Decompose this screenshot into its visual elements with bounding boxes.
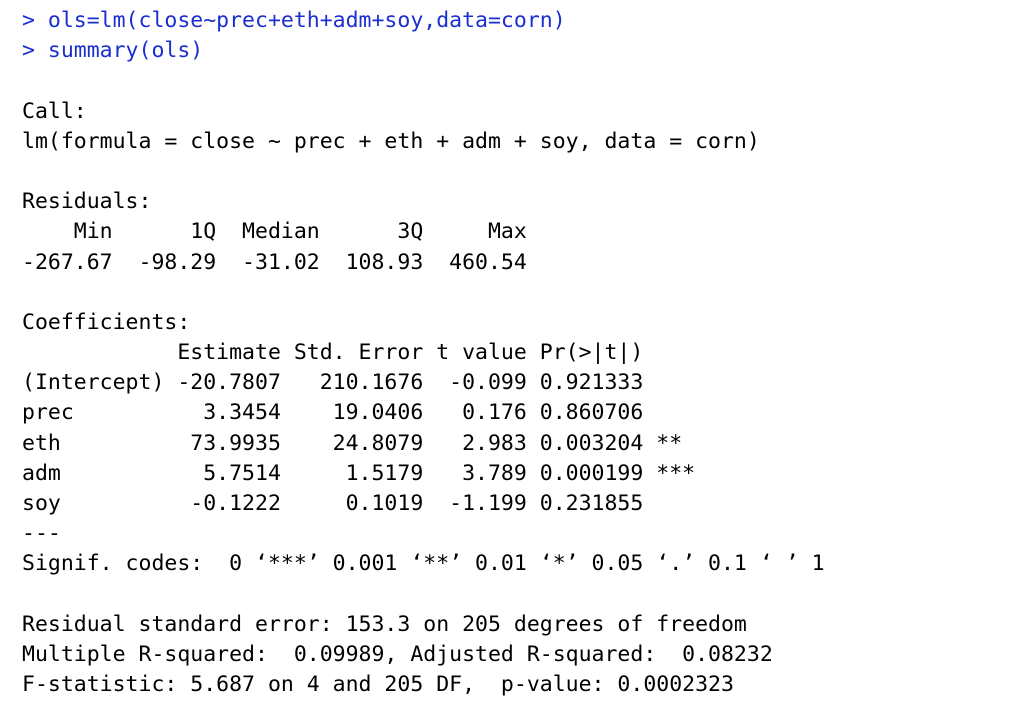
coefficient-row: prec 3.3454 19.0406 0.176 0.860706 bbox=[22, 400, 696, 426]
prompt-symbol: > bbox=[22, 38, 48, 64]
coefficient-row: adm 5.7514 1.5179 3.789 0.000199 *** bbox=[22, 460, 696, 486]
coefficients-columns: Estimate Std. Error t value Pr(>|t|) bbox=[22, 340, 696, 366]
blank-line bbox=[22, 66, 988, 96]
coefficient-row: (Intercept) -20.7807 210.1676 -0.099 0.9… bbox=[22, 370, 696, 396]
call-formula: lm(formula = close ~ prec + eth + adm + … bbox=[22, 128, 760, 154]
command-line: > ols=lm(close~prec+eth+adm+soy,data=cor… bbox=[22, 6, 988, 36]
r-squared-line: Multiple R-squared: 0.09989, Adjusted R-… bbox=[22, 641, 786, 667]
coefficient-row: eth 73.9935 24.8079 2.983 0.003204 ** bbox=[22, 430, 696, 456]
blank-line bbox=[22, 580, 988, 610]
blank-line bbox=[22, 157, 988, 187]
blank-line bbox=[22, 278, 988, 308]
coefficient-row: soy -0.1222 0.1019 -1.199 0.231855 bbox=[22, 491, 696, 516]
residual-standard-error: Residual standard error: 153.3 on 205 de… bbox=[22, 611, 747, 637]
command-text: summary(ols) bbox=[47, 38, 204, 64]
residuals-header: Residuals: bbox=[22, 189, 152, 215]
call-header: Call: bbox=[22, 98, 87, 124]
residuals-labels: Min 1Q Median 3Q Max bbox=[22, 219, 540, 245]
command-line: > summary(ols) bbox=[22, 36, 988, 66]
signif-codes: Signif. codes: 0 ‘***’ 0.001 ‘**’ 0.01 ‘… bbox=[22, 551, 825, 577]
command-text: ols=lm(close~prec+eth+adm+soy,data=corn) bbox=[47, 8, 566, 33]
residuals-values: -267.67 -98.29 -31.02 108.93 460.54 bbox=[22, 249, 540, 275]
f-statistic-line: F-statistic: 5.687 on 4 and 205 DF, p-va… bbox=[22, 672, 734, 698]
coefficients-header: Coefficients: bbox=[22, 309, 191, 335]
separator-line: --- bbox=[22, 521, 61, 547]
prompt-symbol: > bbox=[22, 8, 48, 33]
